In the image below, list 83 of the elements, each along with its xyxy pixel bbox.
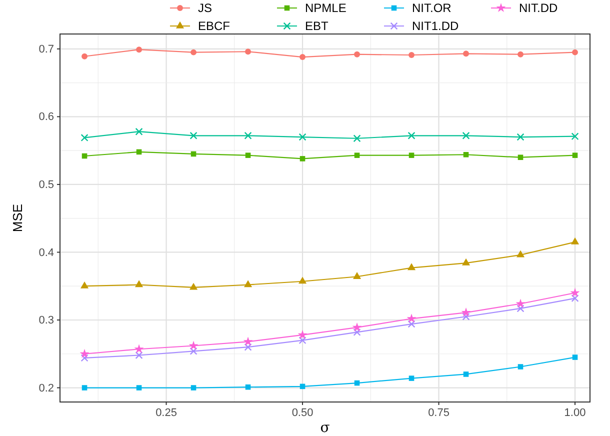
y-tick-label: 0.5	[38, 178, 54, 191]
point	[353, 328, 361, 336]
point	[570, 237, 580, 244]
y-tick-label: 0.3	[38, 314, 54, 327]
point	[572, 152, 578, 158]
y-axis-title: MSE	[10, 204, 25, 232]
x-tick-label: 0.75	[428, 406, 450, 419]
point	[135, 351, 143, 360]
point	[570, 288, 580, 297]
point	[245, 48, 252, 55]
point	[516, 133, 524, 141]
point	[352, 322, 362, 332]
point	[190, 385, 196, 390]
point	[354, 51, 360, 58]
point	[518, 154, 524, 160]
point	[408, 320, 416, 328]
x-tick-label: 0.50	[292, 406, 314, 419]
legend-label: NIT.OR	[412, 1, 452, 15]
legend-label: NPMLE	[305, 1, 346, 15]
point	[300, 156, 306, 162]
point	[188, 340, 198, 350]
point	[408, 376, 414, 381]
point	[135, 280, 144, 288]
point	[462, 132, 470, 140]
point	[134, 344, 144, 354]
point	[407, 263, 416, 270]
y-tick-label: 0.7	[38, 43, 54, 56]
point	[571, 294, 579, 302]
point	[244, 280, 252, 288]
point	[298, 276, 307, 284]
point	[463, 50, 469, 57]
point	[80, 134, 88, 142]
point	[572, 49, 578, 56]
point	[244, 132, 252, 140]
point	[190, 347, 198, 355]
point	[408, 152, 414, 158]
point	[463, 372, 469, 377]
point	[572, 354, 578, 360]
point	[518, 51, 524, 58]
y-tick-label: 0.4	[38, 246, 54, 259]
x-axis-title: σ	[320, 420, 330, 436]
point	[463, 152, 469, 158]
point	[190, 282, 198, 290]
point	[300, 54, 306, 60]
point	[190, 132, 198, 140]
point	[244, 343, 252, 351]
point	[243, 336, 253, 346]
point	[518, 364, 524, 370]
x-tick-label: 0.25	[156, 406, 177, 419]
point	[516, 250, 525, 258]
point	[80, 348, 90, 358]
point	[82, 53, 88, 60]
point	[462, 312, 470, 320]
point	[245, 152, 251, 158]
point	[571, 132, 579, 140]
point	[135, 128, 143, 136]
point	[461, 308, 471, 317]
legend-label: JS	[198, 1, 212, 15]
point	[298, 133, 306, 141]
point	[408, 132, 416, 140]
point	[406, 314, 416, 323]
point	[136, 46, 142, 53]
point	[516, 298, 526, 308]
point	[408, 52, 414, 58]
legend-label: EBCF	[198, 19, 230, 33]
point	[190, 49, 197, 56]
legend-label: EBT	[305, 19, 330, 33]
y-tick-label: 0.6	[38, 111, 54, 124]
point	[80, 281, 89, 288]
point	[352, 272, 362, 279]
x-tick-label: 1.00	[564, 406, 586, 419]
legend-label: NIT1.DD	[412, 19, 460, 33]
point	[354, 152, 360, 158]
point	[82, 385, 88, 390]
point	[136, 385, 142, 390]
point	[298, 330, 308, 339]
point	[80, 354, 88, 362]
point	[353, 134, 361, 142]
y-tick-label: 0.2	[38, 382, 54, 394]
point	[516, 304, 524, 312]
point	[298, 336, 306, 344]
legend-label: NIT.DD	[519, 1, 558, 15]
point	[462, 258, 470, 266]
